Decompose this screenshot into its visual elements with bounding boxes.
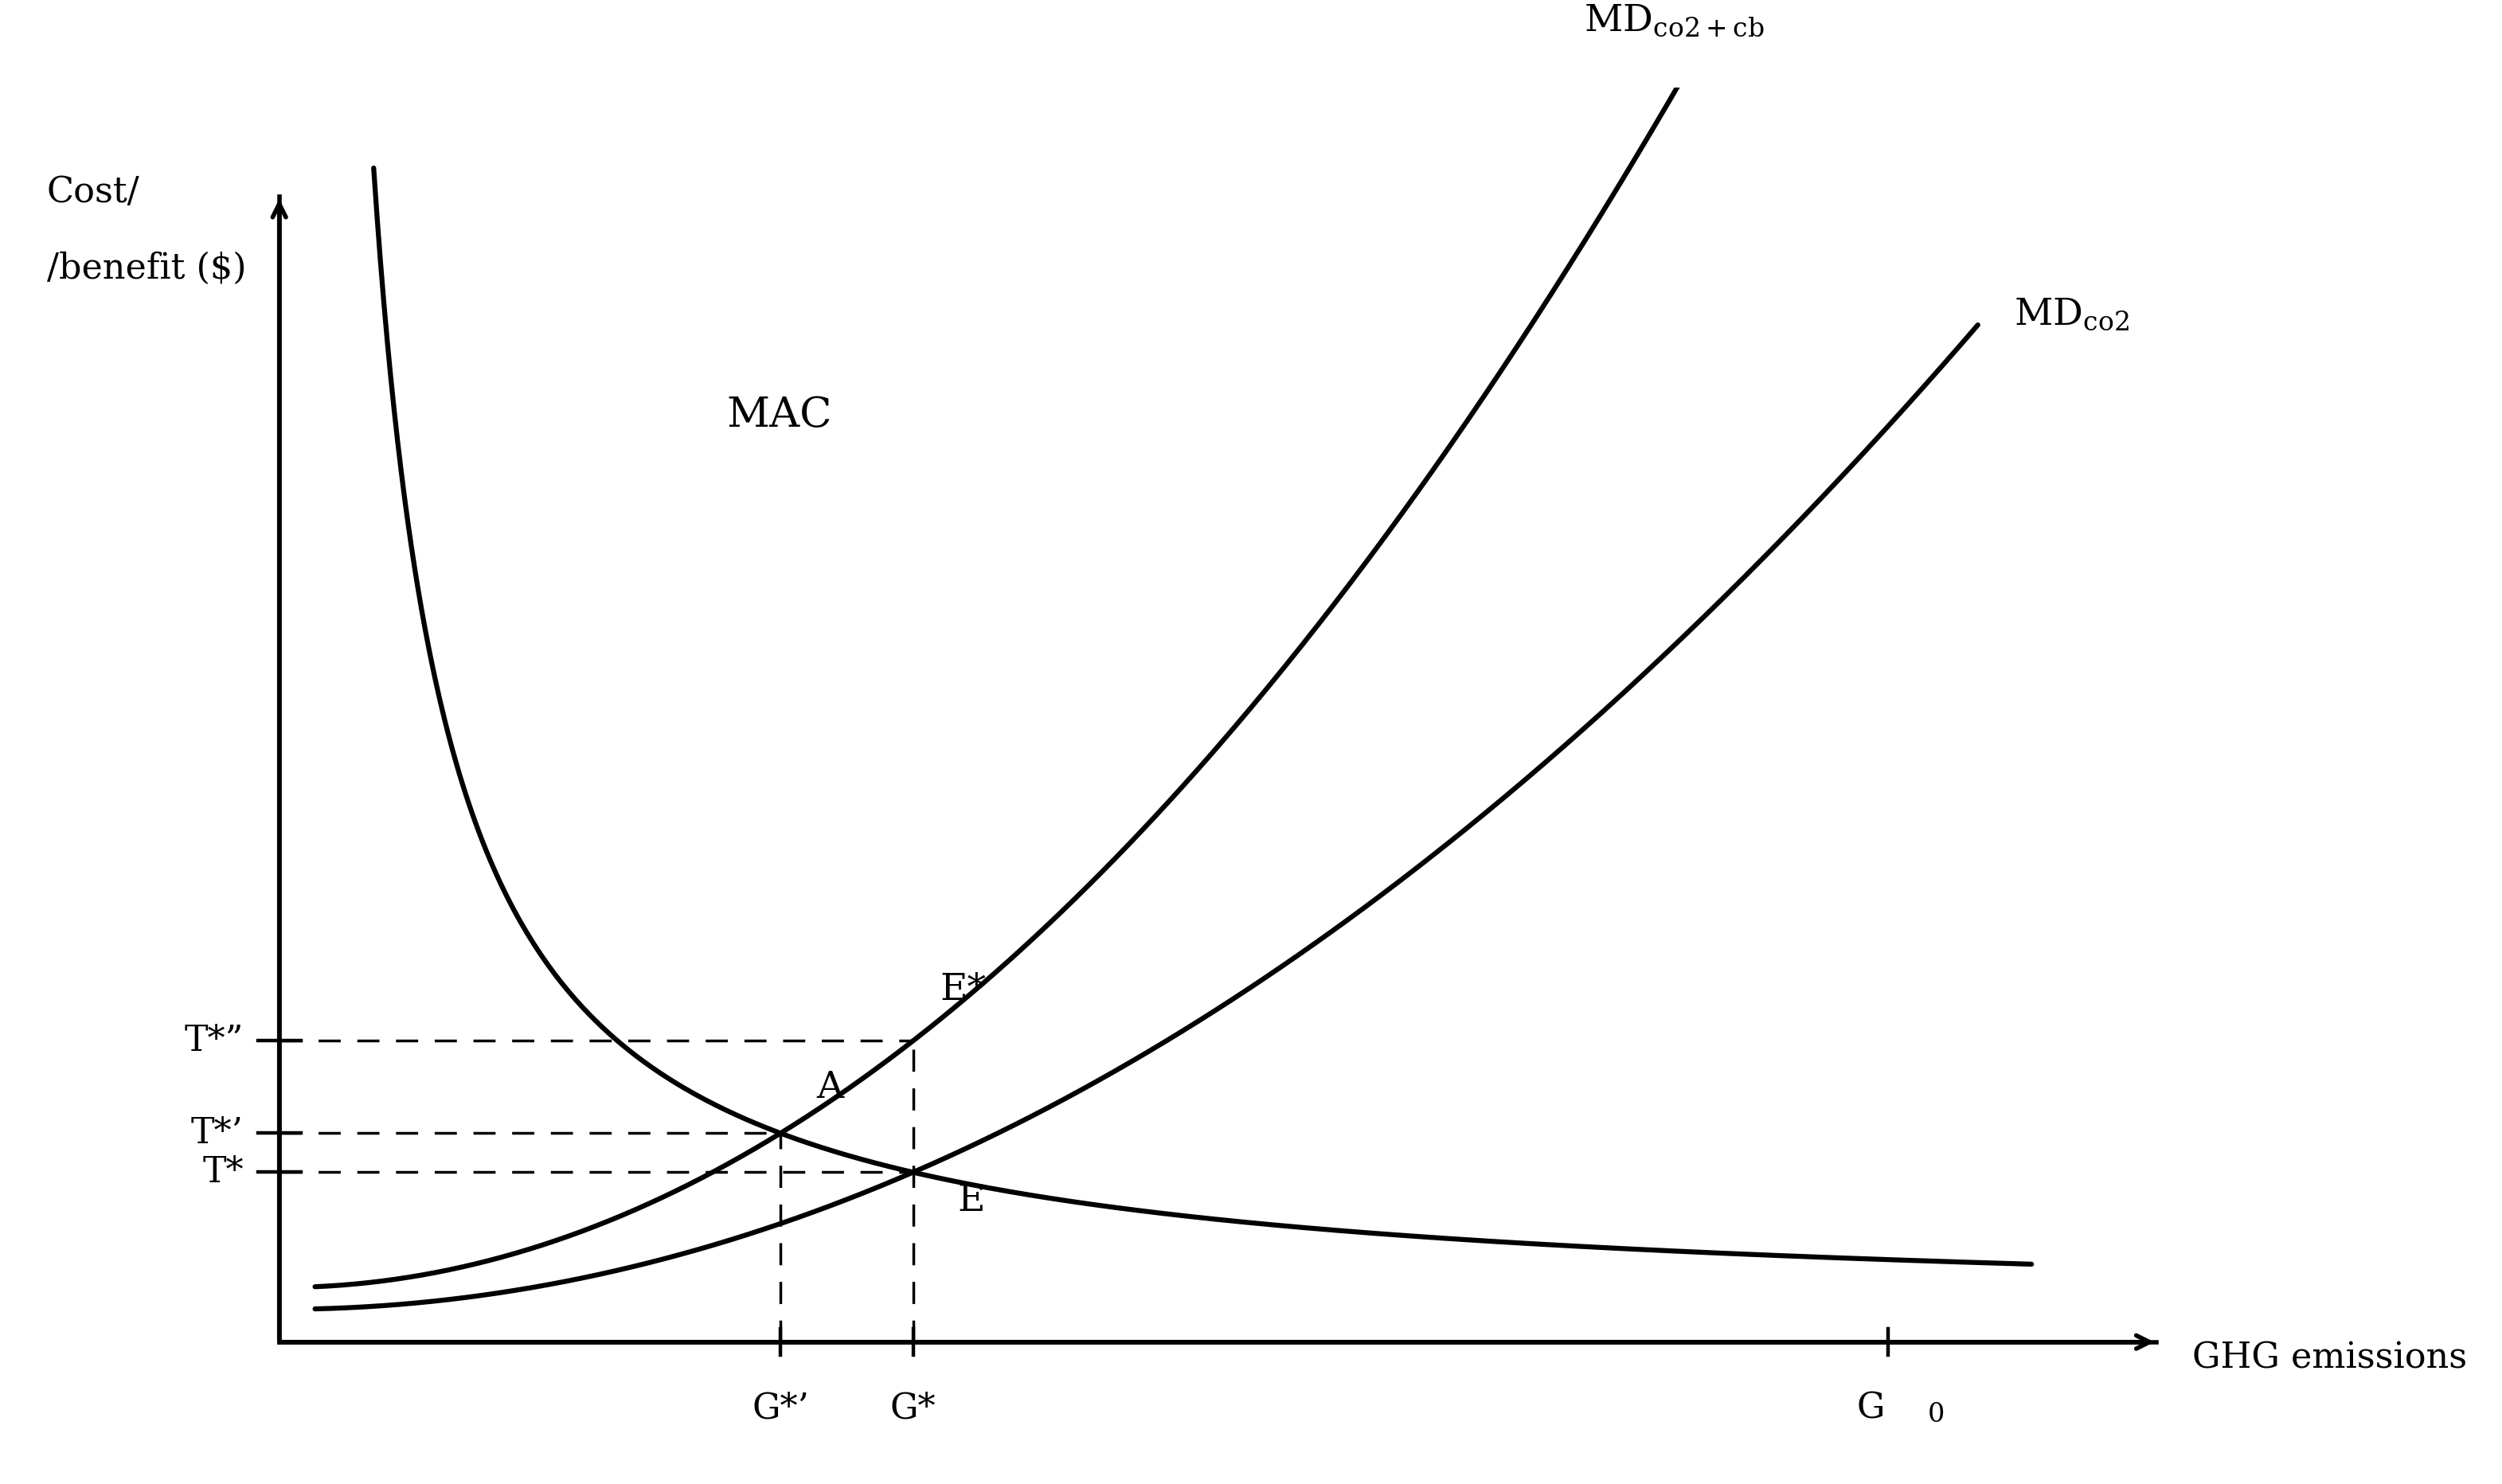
Text: T*: T*	[203, 1155, 243, 1190]
Text: MD$_{\mathregular{co2}}$: MD$_{\mathregular{co2}}$	[2014, 295, 2129, 332]
Text: A: A	[816, 1070, 843, 1106]
Text: T*’: T*’	[190, 1116, 243, 1150]
Text: MD$_{\mathregular{co2+cb}}$: MD$_{\mathregular{co2+cb}}$	[1584, 3, 1764, 39]
Text: G: G	[1856, 1391, 1884, 1426]
Text: E*: E*	[941, 972, 986, 1008]
Text: G*: G*	[891, 1391, 936, 1426]
Text: Cost/: Cost/	[48, 175, 140, 209]
Text: G*’: G*’	[753, 1391, 808, 1426]
Text: 0: 0	[1927, 1402, 1944, 1428]
Text: /benefit ($): /benefit ($)	[48, 251, 245, 286]
Text: E: E	[958, 1183, 986, 1220]
Text: T*”: T*”	[185, 1024, 243, 1058]
Text: GHG emissions: GHG emissions	[2192, 1342, 2467, 1376]
Text: MAC: MAC	[726, 395, 831, 435]
